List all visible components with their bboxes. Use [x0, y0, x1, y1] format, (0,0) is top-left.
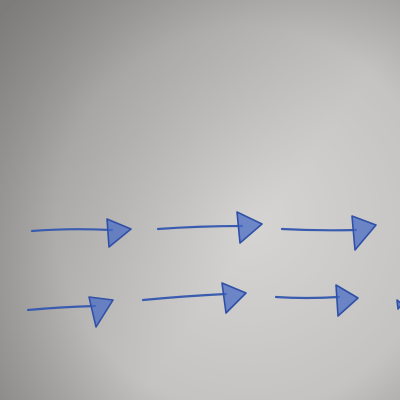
arrow [156, 211, 263, 244]
arrow [280, 215, 377, 251]
arrow [30, 218, 132, 248]
arrow [26, 296, 114, 328]
arrow [141, 282, 247, 314]
arrow [274, 284, 359, 317]
